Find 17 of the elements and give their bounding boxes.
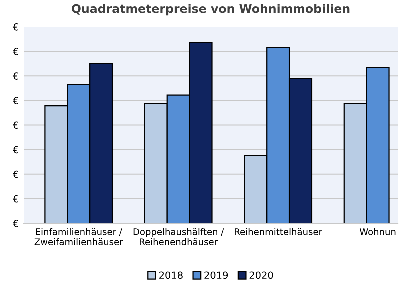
- text: €: [12, 220, 18, 228]
- text: €: [12, 146, 18, 154]
- legend-label: 2019: [204, 272, 228, 280]
- text: €: [12, 48, 18, 56]
- text: €: [12, 97, 18, 105]
- legend-label: 2020: [250, 272, 274, 280]
- x-tick-label: Wohnun: [360, 228, 396, 236]
- chart-title: Quadratmeterpreise von Wohnimmobilien: [72, 4, 350, 16]
- x-tick-label: Doppelhaushälften / Reihenendhäuser: [134, 228, 224, 246]
- text: €: [12, 72, 18, 80]
- text: €: [12, 195, 18, 203]
- legend-label: 2018: [160, 272, 183, 280]
- text: €: [12, 122, 18, 130]
- text: €: [12, 170, 18, 178]
- x-tick-label: Einfamilienhäuser / Zweifamilienhäuser: [34, 228, 124, 246]
- text: €: [12, 23, 18, 31]
- x-tick-label: Reihenmittelhäuser: [235, 228, 322, 236]
